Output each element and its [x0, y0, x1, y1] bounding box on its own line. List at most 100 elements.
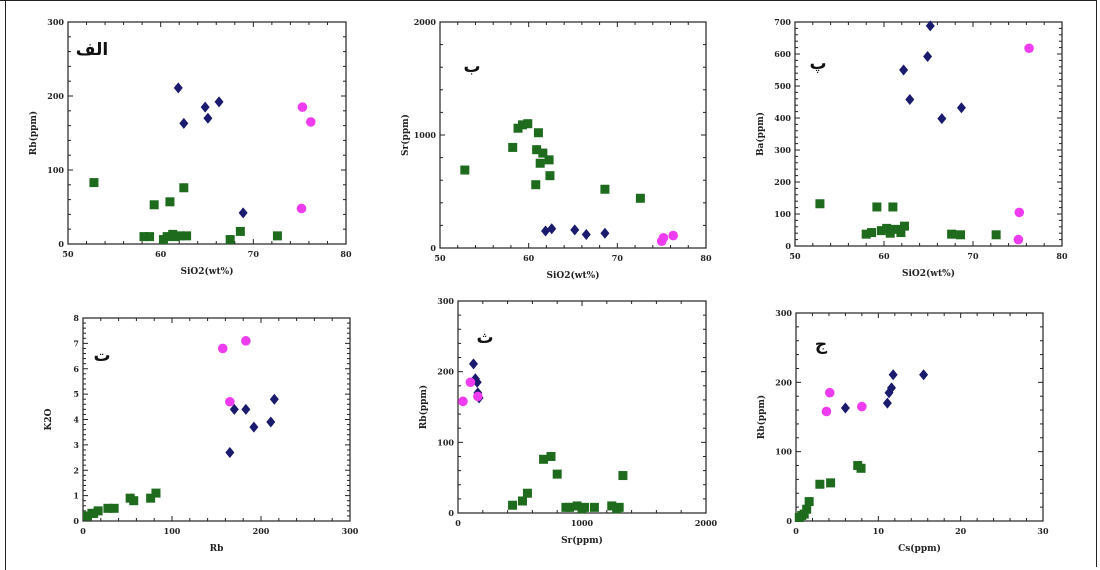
x-tick-label: 70 — [612, 253, 624, 263]
x-tick-label: 100 — [164, 526, 181, 536]
data-point-circle — [305, 117, 316, 127]
x-tick-label: 0 — [455, 518, 461, 528]
y-tick-label: 6 — [73, 364, 79, 374]
data-point-square — [149, 200, 159, 210]
data-point-diamond — [214, 96, 224, 108]
data-point-circle — [217, 343, 228, 354]
x-tick-label: 50 — [434, 253, 446, 263]
data-point-circle — [297, 102, 308, 112]
data-point-diamond — [547, 223, 557, 235]
data-point-diamond — [203, 112, 213, 124]
y-axis-label: Sr(ppm) — [400, 114, 411, 156]
data-point-square — [103, 503, 113, 513]
data-point-square — [235, 226, 245, 236]
data-point-square — [151, 488, 161, 498]
data-point-diamond — [179, 117, 189, 129]
data-point-diamond — [581, 228, 591, 240]
panel-label: الف — [76, 40, 108, 60]
data-point-diamond — [899, 64, 909, 76]
y-tick-label: 0 — [58, 239, 64, 249]
plot-frame — [457, 300, 707, 514]
x-tick-label: 20 — [955, 526, 967, 536]
data-point-diamond — [919, 369, 929, 381]
panel-label: ث — [476, 328, 493, 348]
y-tick-label: 300 — [437, 296, 454, 306]
data-point-square — [861, 229, 871, 239]
x-tick-label: 60 — [523, 253, 535, 263]
data-point-square — [93, 506, 103, 516]
data-point-square — [129, 496, 139, 506]
data-point-square — [882, 223, 892, 233]
data-point-circle — [225, 396, 235, 407]
x-axis-label: SiO2(wt%) — [902, 268, 955, 279]
data-point-square — [89, 178, 99, 188]
data-point-square — [145, 232, 155, 242]
data-point-circle — [1024, 43, 1034, 54]
y-axis-label: Rb(ppm) — [28, 111, 39, 155]
data-point-square — [535, 158, 545, 168]
data-point-square — [508, 142, 518, 152]
x-tick-label: 0 — [80, 526, 86, 536]
x-tick-label: 30 — [1037, 526, 1049, 536]
data-point-square — [565, 502, 575, 512]
x-tick-label: 200 — [253, 526, 270, 536]
data-point-diamond — [241, 403, 251, 415]
plot-frame — [794, 21, 1063, 247]
data-point-diamond — [887, 382, 897, 394]
data-point-square — [804, 497, 814, 507]
chart-panel-1: 50 60 70 80 0 100 200 300 SiO2(wt%) Rb(ppm) الف — [28, 17, 352, 277]
data-point-diamond — [923, 51, 933, 63]
data-point-square — [146, 493, 156, 503]
chart-panel-2: 50 60 70 80 0 1000 2000 SiO2(wt%) Sr(ppm) ب — [400, 17, 712, 281]
data-point-square — [517, 120, 527, 130]
plot-frame — [67, 21, 347, 245]
data-point-square — [956, 230, 966, 240]
data-point-square — [170, 232, 180, 242]
data-point-square — [538, 148, 548, 158]
data-point-diamond — [269, 393, 279, 405]
data-point-square — [533, 128, 543, 138]
y-tick-label: 300 — [775, 308, 792, 318]
data-point-square — [522, 488, 532, 498]
y-axis-label: K2O — [44, 408, 54, 430]
data-point-circle — [473, 391, 483, 402]
data-point-square — [539, 454, 549, 464]
y-tick-label: 200 — [775, 377, 792, 387]
y-tick-label: 1 — [73, 491, 79, 501]
data-point-circle — [658, 233, 669, 243]
y-tick-label: 100 — [775, 447, 792, 457]
panel-label: ت — [93, 346, 110, 366]
plot-frame — [795, 312, 1044, 522]
data-point-diamond — [925, 20, 935, 32]
data-point-square — [635, 193, 645, 203]
y-tick-label: 0 — [785, 241, 791, 251]
data-point-diamond — [937, 113, 947, 125]
data-point-square — [589, 502, 599, 512]
data-point-square — [815, 199, 825, 209]
y-tick-label: 100 — [437, 437, 454, 447]
data-point-circle — [458, 396, 468, 407]
y-tick-label: 300 — [47, 17, 64, 27]
x-tick-label: 0 — [793, 526, 799, 536]
y-tick-label: 1000 — [414, 130, 437, 140]
x-axis-label: SiO2(wt%) — [181, 266, 234, 277]
data-point-diamond — [888, 369, 898, 381]
y-tick-label: 3 — [73, 440, 79, 450]
data-point-square — [899, 221, 909, 231]
data-point-diamond — [570, 224, 580, 236]
data-point-diamond — [840, 402, 850, 414]
data-point-diamond — [229, 403, 239, 415]
data-point-circle — [465, 377, 476, 388]
data-point-square — [799, 509, 809, 519]
data-point-square — [826, 478, 836, 488]
y-tick-label: 0 — [73, 516, 79, 526]
data-point-circle — [1013, 234, 1024, 245]
data-point-diamond — [956, 102, 966, 114]
y-tick-label: 600 — [774, 49, 791, 59]
y-tick-label: 400 — [774, 113, 791, 123]
data-point-square — [179, 183, 189, 193]
y-axis-label: Ba(ppm) — [755, 112, 766, 156]
data-point-circle — [241, 336, 251, 346]
y-axis-label: Rb(ppm) — [756, 395, 767, 439]
